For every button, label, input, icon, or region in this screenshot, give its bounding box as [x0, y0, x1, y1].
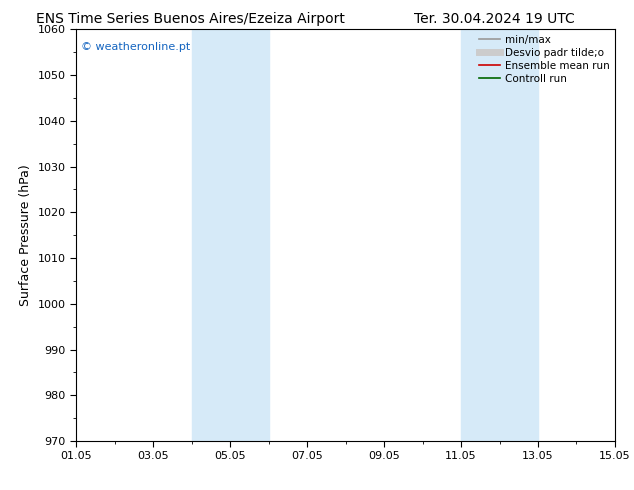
Bar [461, 29, 538, 441]
Text: Ter. 30.04.2024 19 UTC: Ter. 30.04.2024 19 UTC [414, 12, 575, 26]
Legend: min/max, Desvio padr tilde;o, Ensemble mean run, Controll run: min/max, Desvio padr tilde;o, Ensemble m… [479, 35, 610, 84]
Bar [191, 29, 269, 441]
Text: © weatheronline.pt: © weatheronline.pt [81, 42, 191, 52]
Text: ENS Time Series Buenos Aires/Ezeiza Airport: ENS Time Series Buenos Aires/Ezeiza Airp… [36, 12, 345, 26]
Y-axis label: Surface Pressure (hPa): Surface Pressure (hPa) [19, 164, 32, 306]
